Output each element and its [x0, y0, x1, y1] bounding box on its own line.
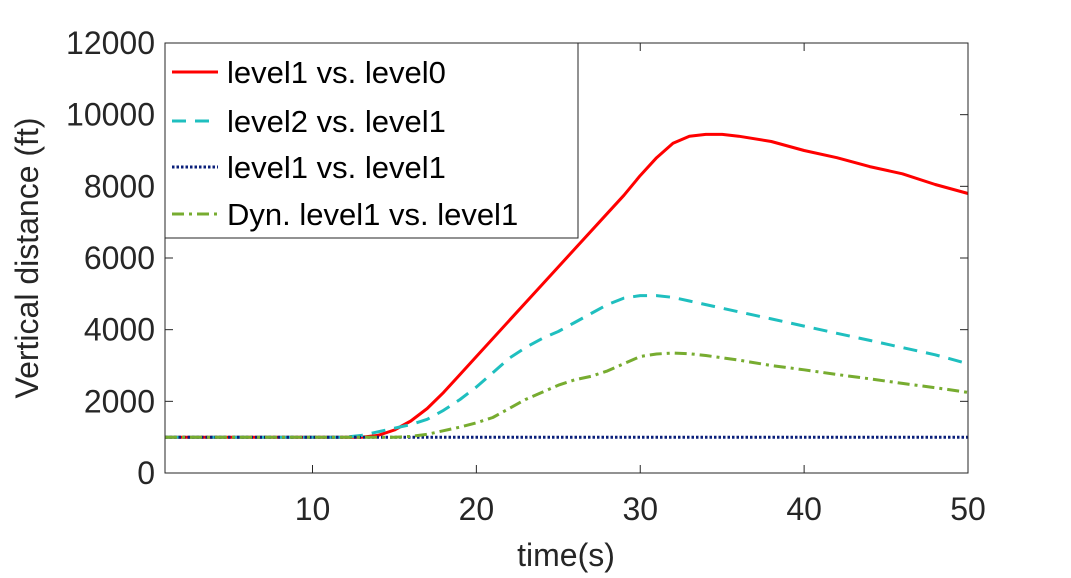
series-line-2	[165, 294, 969, 439]
x-tick-label: 50	[950, 491, 986, 527]
legend-label-3: level1 vs. level1	[227, 150, 446, 185]
legend-label-2: level2 vs. level1	[227, 104, 446, 139]
y-tick-label: 12000	[66, 25, 155, 61]
y-tick-label: 4000	[84, 312, 155, 348]
legend-label-1: level1 vs. level0	[227, 55, 446, 90]
y-tick-label: 6000	[84, 240, 155, 276]
y-tick-label: 10000	[66, 97, 155, 133]
legend-box	[164, 42, 579, 239]
series-line-1	[165, 132, 969, 439]
y-axis-title: Vertical distance (ft)	[9, 118, 45, 399]
x-axis-title: time(s)	[517, 537, 615, 573]
y-tick-label: 8000	[84, 168, 155, 204]
legend-label-4: Dyn. level1 vs. level1	[227, 197, 518, 232]
legend: level1 vs. level0 level2 vs. level1 level1…	[164, 42, 579, 239]
x-tick-label: 40	[786, 491, 822, 527]
y-tick-label: 2000	[84, 383, 155, 419]
x-tick-label: 30	[622, 491, 658, 527]
series-line-4	[165, 351, 969, 439]
x-tick-label: 20	[459, 491, 495, 527]
x-tick-label: 10	[295, 491, 331, 527]
y-tick-label: 0	[137, 455, 155, 491]
